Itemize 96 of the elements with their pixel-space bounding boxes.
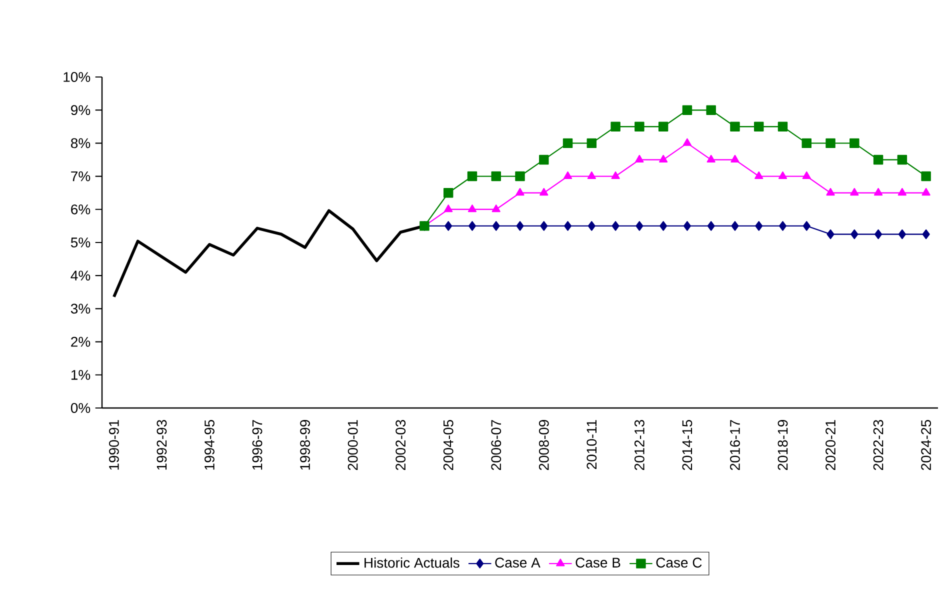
point: [754, 171, 764, 180]
point: [515, 171, 525, 182]
x-tick-label: 2010-11: [586, 420, 597, 469]
x-tick-label: 2004-05: [443, 420, 454, 470]
point: [802, 138, 812, 148]
point: [539, 154, 549, 165]
point: [587, 171, 596, 180]
point: [610, 122, 620, 132]
point: [898, 188, 906, 196]
y-tick-label: 1%: [71, 370, 90, 380]
point: [634, 122, 644, 132]
point: [467, 171, 478, 182]
x-tick-label: 1996-97: [252, 420, 262, 470]
x-tick-label: 2016-17: [730, 420, 740, 470]
point: [873, 154, 884, 165]
point: [563, 171, 572, 180]
y-tick-label: 4%: [70, 270, 90, 280]
point: [636, 221, 644, 231]
point: [540, 221, 548, 231]
point: [826, 188, 835, 196]
point: [588, 221, 596, 231]
x-tick-label: 2020-21: [826, 420, 836, 470]
point: [850, 138, 860, 148]
point: [802, 221, 810, 231]
x-tick-label: 2012-13: [634, 420, 644, 470]
y-tick-label: 10%: [64, 72, 90, 82]
point: [921, 171, 931, 182]
point: [778, 122, 788, 132]
point: [564, 221, 572, 231]
point: [443, 188, 454, 198]
point: [922, 229, 930, 240]
point: [612, 221, 620, 231]
point: [682, 105, 692, 115]
y-tick-label: 2%: [71, 336, 90, 347]
point: [707, 221, 715, 231]
x-tick-label: 1998-99: [300, 420, 310, 470]
x-tick-label: 2000-01: [348, 420, 358, 470]
point: [730, 154, 740, 162]
point: [562, 138, 573, 148]
point: [658, 122, 668, 132]
point: [922, 188, 930, 196]
point: [586, 138, 597, 148]
x-tick-label: 2022-23: [873, 420, 884, 470]
point: [660, 221, 668, 231]
point: [516, 221, 524, 231]
x-tick-label: 2024-25: [921, 420, 932, 470]
x-tick-label: 2018-19: [778, 420, 788, 470]
y-tick-label: 6%: [71, 204, 90, 214]
point: [754, 122, 764, 132]
point: [850, 188, 859, 196]
x-tick-label: 2002-03: [396, 420, 406, 470]
legend-label: Case A: [495, 558, 540, 568]
y-tick-label: 9%: [71, 105, 90, 116]
point: [468, 204, 477, 212]
point: [492, 221, 500, 231]
legend-label: Case B: [576, 558, 620, 568]
x-tick-label: 1994-95: [204, 420, 214, 470]
point: [491, 171, 501, 182]
y-tick-label: 3%: [70, 304, 90, 314]
point: [898, 229, 906, 240]
y-tick-label: 0%: [70, 403, 90, 413]
point: [492, 204, 500, 212]
legend-label: Historic Actuals: [364, 557, 460, 568]
y-tick-label: 5%: [70, 238, 90, 248]
legend-label: Case C: [656, 558, 702, 568]
point: [874, 188, 883, 196]
point: [611, 171, 620, 180]
point: [659, 154, 668, 162]
x-tick-label: 2006-07: [491, 420, 502, 470]
point: [850, 229, 858, 240]
point: [683, 221, 692, 231]
point: [755, 221, 763, 231]
point: [802, 171, 811, 180]
point: [468, 221, 476, 231]
x-tick-label: 1990-91: [109, 420, 119, 470]
point: [826, 229, 834, 240]
point: [706, 105, 716, 115]
y-tick-label: 8%: [71, 138, 90, 148]
point: [540, 188, 548, 196]
x-tick-label: 2008-09: [538, 420, 549, 470]
point: [444, 204, 453, 212]
point: [682, 138, 692, 146]
point: [778, 221, 787, 231]
y-tick-label: 7%: [71, 171, 90, 182]
point: [730, 122, 740, 132]
point: [778, 171, 788, 180]
point: [706, 154, 716, 162]
x-tick-label: 2014-15: [682, 420, 692, 470]
x-tick-label: 1992-93: [156, 420, 167, 470]
point: [874, 229, 882, 240]
point: [516, 188, 524, 196]
point: [826, 138, 836, 148]
point: [635, 154, 644, 162]
point: [731, 221, 739, 231]
point: [897, 154, 908, 165]
point: [444, 221, 452, 231]
